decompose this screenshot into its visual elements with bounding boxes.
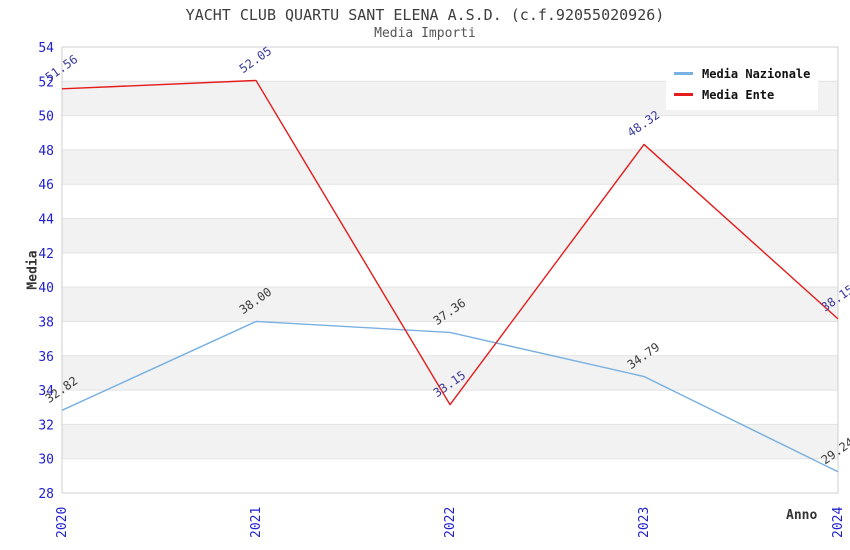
y-tick-label: 28 bbox=[38, 487, 54, 502]
y-tick-label: 50 bbox=[38, 110, 54, 125]
y-tick-label: 40 bbox=[38, 281, 54, 296]
y-tick-label: 36 bbox=[38, 350, 54, 365]
y-tick-label: 46 bbox=[38, 178, 54, 193]
chart-subtitle: Media Importi bbox=[374, 26, 476, 41]
grid-band bbox=[62, 149, 838, 185]
x-tick-label: 2020 bbox=[55, 507, 70, 538]
series-line-media-ente bbox=[61, 79, 839, 406]
grid-band bbox=[62, 355, 838, 391]
y-tick-label: 54 bbox=[38, 41, 54, 56]
y-tick-label: 48 bbox=[38, 144, 54, 159]
grid-band bbox=[62, 424, 838, 459]
y-tick-label: 38 bbox=[38, 315, 54, 330]
x-tick-label: 2021 bbox=[249, 507, 264, 538]
y-tick-label: 30 bbox=[38, 453, 54, 468]
x-tick-label: 2023 bbox=[637, 507, 652, 538]
point-label-media-ente: 52.05 bbox=[237, 44, 275, 76]
x-axis-title: Anno bbox=[786, 508, 818, 523]
y-tick-label: 32 bbox=[38, 418, 54, 433]
grid-band bbox=[62, 287, 838, 322]
x-tick-label: 2024 bbox=[831, 507, 846, 538]
legend-label: Media Ente bbox=[702, 87, 775, 102]
legend-swatch bbox=[674, 72, 693, 75]
legend-label: Media Nazionale bbox=[702, 66, 811, 81]
y-tick-label: 42 bbox=[38, 247, 54, 262]
y-tick-label: 52 bbox=[38, 75, 54, 90]
y-tick-label: 44 bbox=[38, 213, 54, 228]
series-line-media-nazionale bbox=[61, 320, 839, 473]
legend-item-media-ente: Media Ente bbox=[674, 84, 810, 105]
y-tick-label: 34 bbox=[38, 384, 54, 399]
legend-swatch bbox=[674, 93, 693, 96]
plot-border bbox=[61, 46, 839, 494]
legend-item-media-nazionale: Media Nazionale bbox=[674, 63, 810, 84]
x-tick-label: 2022 bbox=[443, 507, 458, 538]
chart-title: YACHT CLUB QUARTU SANT ELENA A.S.D. (c.f… bbox=[185, 6, 665, 24]
legend: Media Nazionale Media Ente bbox=[666, 58, 819, 110]
grid-band bbox=[62, 218, 838, 253]
